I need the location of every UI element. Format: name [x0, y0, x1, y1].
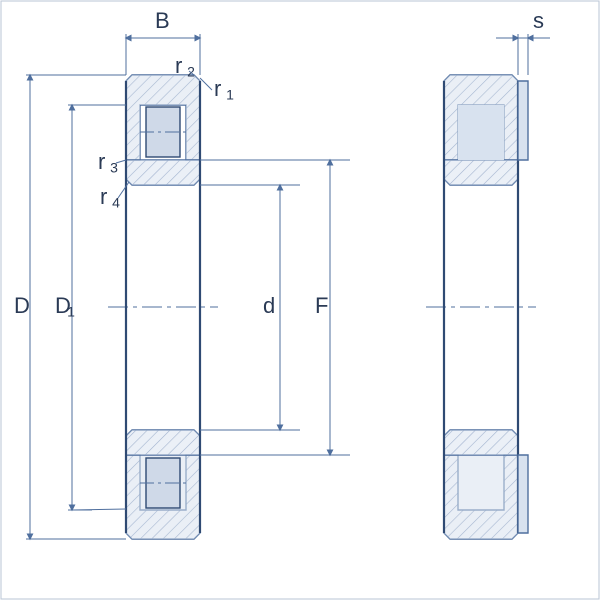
dim-D-label: D: [14, 293, 30, 318]
svg-text:r: r: [98, 149, 105, 174]
svg-text:r: r: [214, 76, 221, 101]
svg-text:2: 2: [187, 64, 195, 80]
svg-text:1: 1: [67, 304, 75, 320]
dim-F-label: F: [315, 293, 328, 318]
dim-s-label: s: [533, 8, 544, 33]
svg-text:r: r: [175, 53, 182, 78]
svg-text:3: 3: [110, 160, 118, 176]
dim-d-label: d: [263, 293, 275, 318]
svg-text:1: 1: [226, 87, 234, 103]
label-r4: r4: [100, 184, 120, 211]
label-r1: r1: [214, 76, 234, 103]
bearing-diagram: DD1dFBsr1r2r3r4: [0, 0, 600, 600]
dim-B-label: B: [155, 8, 170, 33]
svg-text:r: r: [100, 184, 107, 209]
label-r3: r3: [98, 149, 118, 176]
